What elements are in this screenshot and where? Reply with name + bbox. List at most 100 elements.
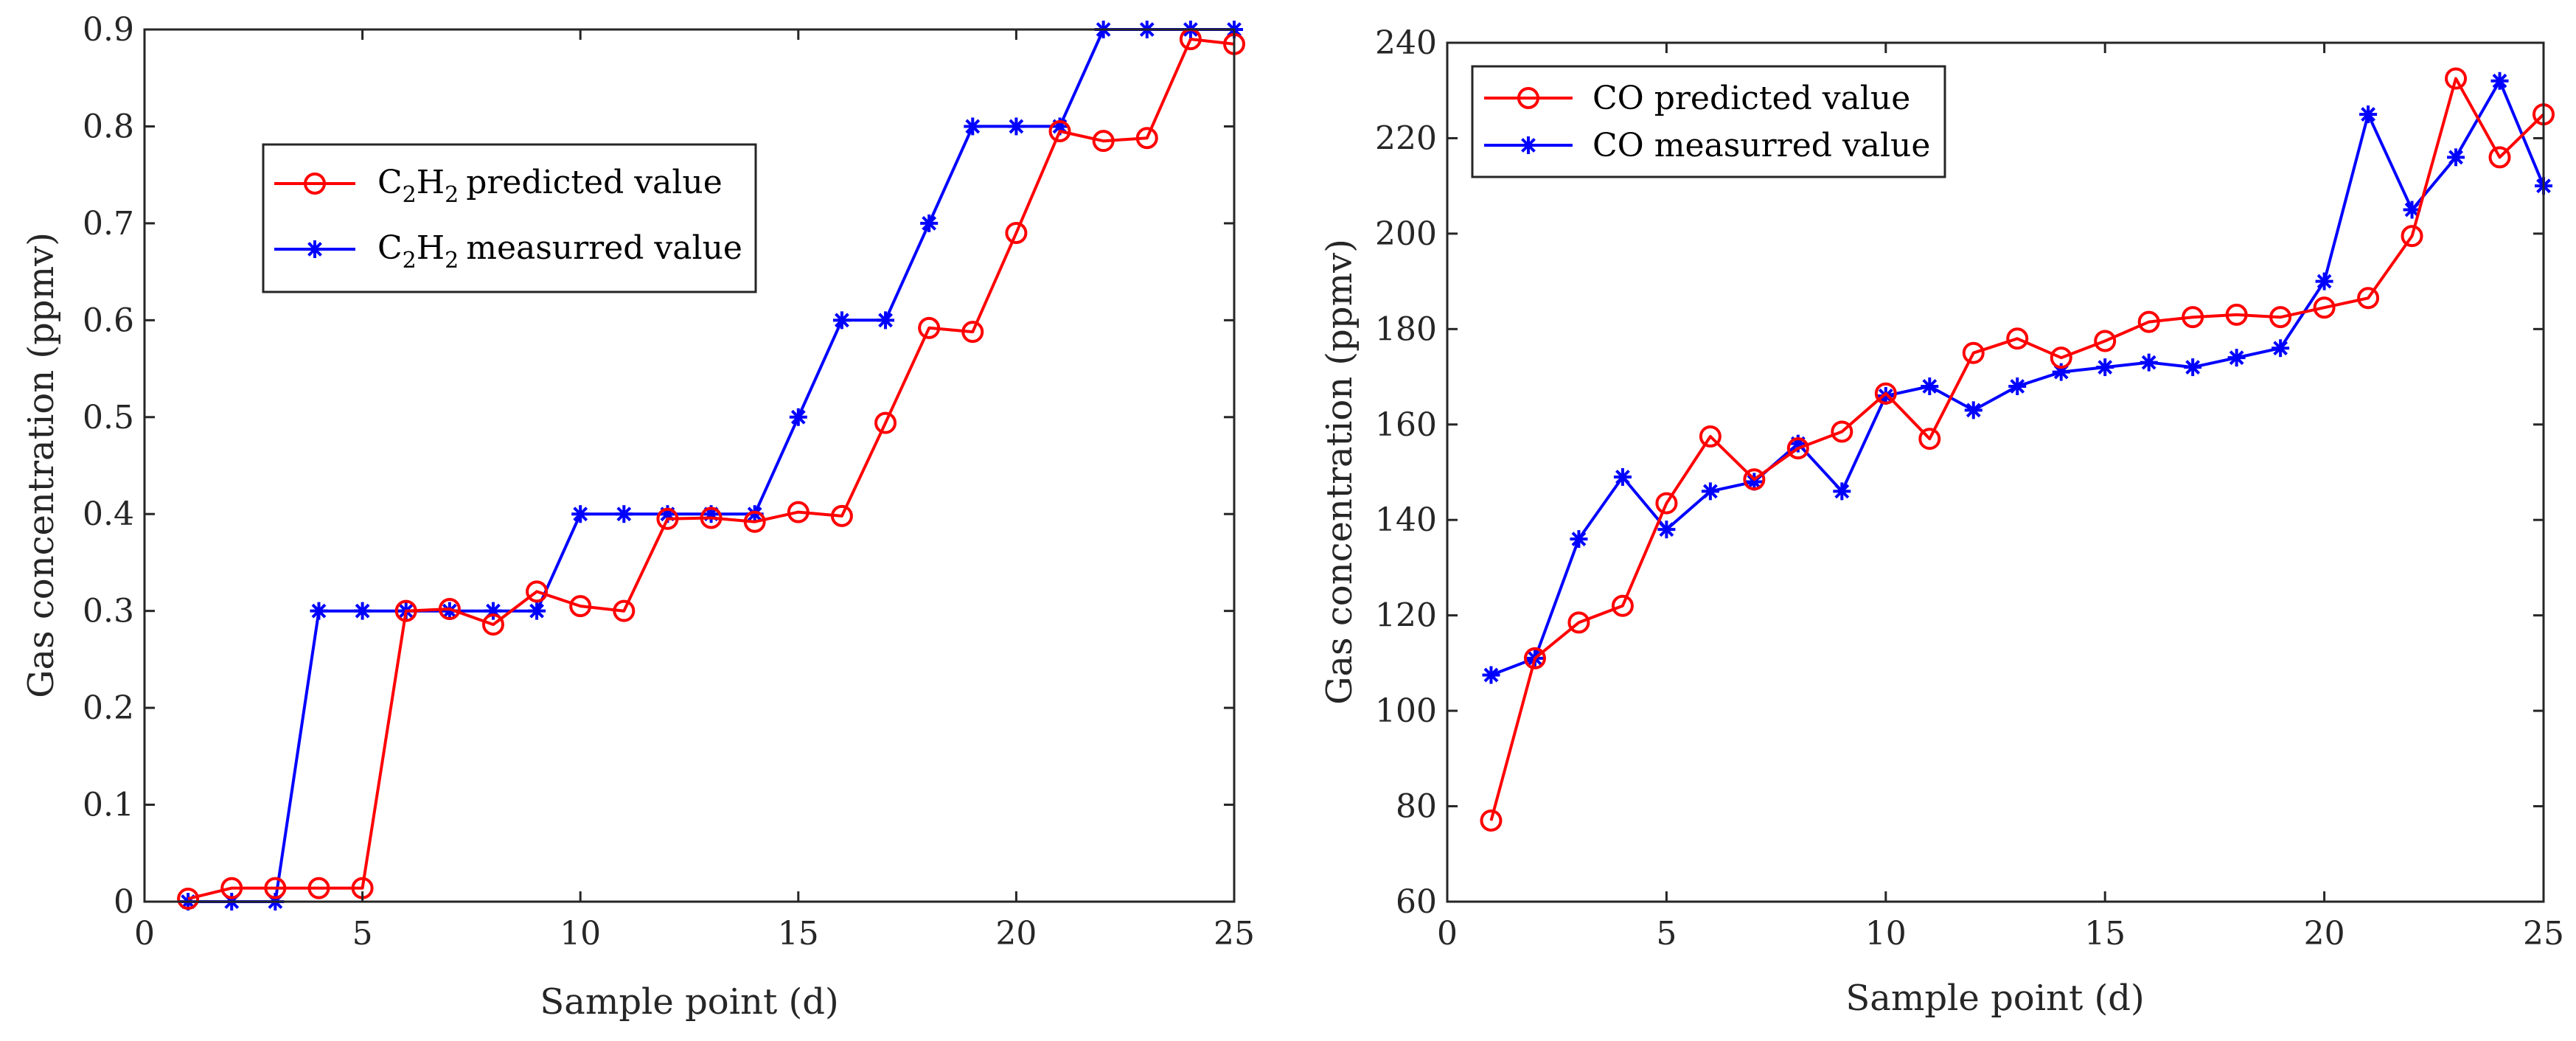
right-legend-marker-predicted	[1517, 87, 1539, 109]
right-point-measured	[2008, 377, 2027, 395]
right-point-predicted	[2137, 310, 2160, 333]
left-point-predicted	[874, 411, 897, 434]
left-y-tick-label: 0.9	[83, 11, 134, 49]
right-point-measured	[2447, 148, 2465, 167]
right-point-measured	[2140, 353, 2158, 372]
right-point-measured	[1833, 482, 1851, 501]
right-x-tick-label: 5	[1656, 915, 1677, 953]
right-x-tick-label: 10	[1865, 915, 1907, 953]
left-legend-asterisk	[306, 240, 324, 258]
right-point-predicted	[2313, 296, 2336, 319]
right-x-tick-label: 20	[2304, 915, 2345, 953]
left-x-tick-label: 15	[778, 915, 819, 953]
right-point-measured	[1921, 377, 1939, 395]
left-point-measured	[353, 602, 372, 620]
left-y-tick-label: 0.6	[83, 302, 134, 339]
left-point-predicted	[743, 510, 766, 533]
right-point-predicted	[1699, 425, 1722, 448]
left-y-tick-label: 0.2	[83, 689, 134, 727]
left-legend-box	[262, 143, 757, 293]
right-y-tick-label: 140	[1375, 501, 1437, 539]
left-y-axis-title: Gas concentration (ppmv)	[21, 232, 62, 698]
left-point-predicted	[787, 501, 810, 523]
right-y-tick-label: 200	[1375, 215, 1437, 253]
left-x-tick-label: 20	[995, 915, 1037, 953]
left-point-measured	[832, 311, 851, 330]
left-y-tick-label: 0.5	[83, 399, 134, 436]
right-point-measured	[1482, 666, 1500, 684]
right-point-measured	[2359, 105, 2378, 124]
left-y-tick-label: 0.8	[83, 108, 134, 145]
left-point-predicted	[961, 321, 984, 344]
right-point-predicted	[2445, 67, 2468, 90]
right-point-measured	[1964, 401, 1983, 419]
right-legend: CO predicted value CO measurred value	[1471, 65, 1946, 178]
right-point-predicted	[2225, 303, 2248, 326]
left-x-tick-label: 0	[134, 915, 155, 953]
right-y-tick-label: 100	[1375, 692, 1437, 730]
left-point-measured	[877, 311, 895, 330]
right-point-measured	[2272, 339, 2290, 358]
left-point-predicted	[307, 877, 330, 899]
right-point-measured	[1613, 467, 1632, 486]
left-x-axis-title: Sample point (d)	[540, 981, 838, 1023]
right-point-measured	[2315, 272, 2333, 290]
left-point-measured	[615, 505, 633, 523]
left-point-predicted	[1092, 130, 1115, 153]
right-point-predicted	[1918, 428, 1941, 450]
right-point-predicted	[1567, 611, 1590, 634]
right-x-axis-title: Sample point (d)	[1845, 978, 2144, 1019]
right-y-tick-label: 220	[1375, 119, 1437, 157]
left-legend-label-measured: C2H2 measurred value	[377, 229, 742, 274]
left-x-tick-label: 10	[560, 915, 601, 953]
left-point-measured	[964, 117, 982, 136]
left-point-predicted	[481, 613, 504, 636]
left-y-tick-label: 0	[114, 883, 134, 921]
left-plot-frame	[143, 28, 1236, 903]
right-point-predicted	[2006, 327, 2029, 350]
left-point-predicted	[1005, 222, 1028, 245]
right-y-tick-label: 60	[1396, 883, 1437, 921]
left-series-line-predicted	[187, 38, 1235, 901]
left-point-predicted	[1048, 120, 1071, 143]
right-point-predicted	[2094, 330, 2117, 352]
right-point-predicted	[2357, 287, 2380, 310]
left-point-predicted	[220, 877, 243, 899]
right-point-predicted	[1480, 809, 1503, 832]
left-point-predicted	[526, 580, 549, 603]
right-point-predicted	[1786, 437, 1809, 460]
right-point-predicted	[2401, 225, 2423, 248]
right-x-tick-label: 0	[1437, 915, 1458, 953]
left-point-predicted	[438, 598, 461, 621]
left-point-measured	[789, 408, 807, 426]
right-chart: 0 5 10 15 20 25 60 80 100 120 140 160 180 200 220 240 S…	[1319, 24, 2564, 1019]
right-point-measured	[1876, 386, 1895, 405]
left-point-measured	[1007, 117, 1026, 136]
right-point-predicted	[2269, 306, 2292, 329]
right-legend-box	[1471, 65, 1946, 178]
right-legend-marker-measured	[1520, 136, 1537, 154]
right-series-line-predicted	[1489, 77, 2545, 821]
right-y-axis-title: Gas concentration (ppmv)	[1319, 239, 1360, 705]
right-point-predicted	[2050, 347, 2072, 369]
left-legend-label-predicted: C2H2 predicted value	[377, 164, 723, 208]
left-x-tick-label: 25	[1214, 915, 1255, 953]
right-point-measured	[1701, 482, 1719, 501]
right-point-predicted	[1523, 647, 1546, 669]
right-point-measured	[2184, 358, 2202, 377]
right-legend-asterisk	[1520, 136, 1537, 154]
right-y-tick-label: 120	[1375, 597, 1437, 635]
left-legend: C2H2 predicted value C2H2 measurred value	[262, 143, 757, 293]
left-point-measured	[528, 602, 546, 620]
left-point-measured	[440, 602, 459, 620]
left-point-predicted	[177, 888, 200, 911]
right-y-tick-label: 180	[1375, 310, 1437, 348]
right-x-tick-label: 25	[2523, 915, 2564, 953]
right-point-predicted	[2182, 306, 2204, 329]
right-point-predicted	[1655, 492, 1678, 515]
left-point-predicted	[394, 599, 417, 622]
right-y-tick-label: 240	[1375, 24, 1437, 62]
right-point-measured	[2227, 349, 2246, 367]
right-plot-frame	[1446, 41, 2545, 903]
